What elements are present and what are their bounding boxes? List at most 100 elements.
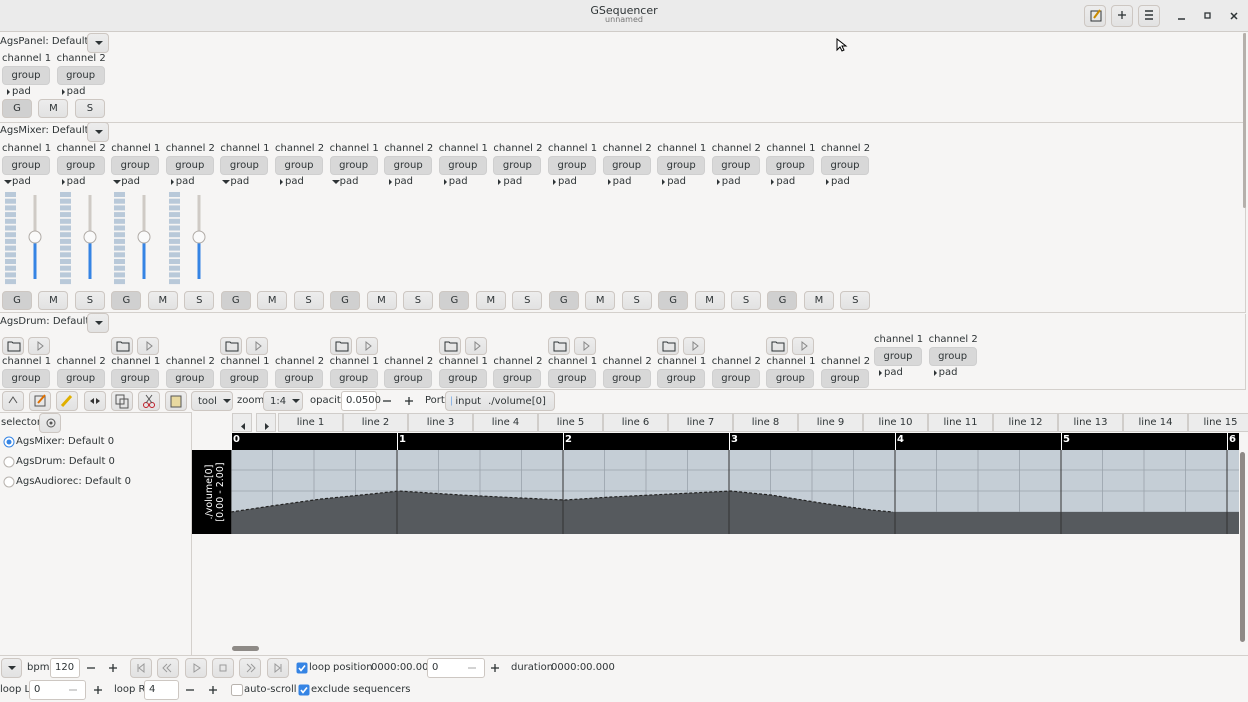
pad-label[interactable]: pad (121, 176, 141, 187)
maximize-button[interactable] (1198, 6, 1218, 26)
v-scrollbar[interactable] (1240, 452, 1245, 642)
transport-button[interactable] (130, 658, 152, 678)
h-scrollbar[interactable] (232, 646, 259, 651)
pad-expander[interactable] (931, 368, 939, 378)
gms-button[interactable]: M (475, 291, 506, 310)
gms-button[interactable]: M (38, 291, 69, 310)
group-button[interactable]: group (711, 369, 760, 388)
line-tab[interactable]: line 4 (473, 413, 538, 432)
line-tab[interactable]: line 8 (733, 413, 798, 432)
loop-check[interactable] (296, 662, 308, 674)
toolbar-button[interactable] (2, 391, 24, 411)
pad-label[interactable]: pad (12, 86, 31, 97)
toolbar-button[interactable] (138, 391, 160, 411)
scroll-right[interactable] (256, 413, 276, 432)
machine-name[interactable]: AgsAudiorec: Default 0 (16, 476, 131, 487)
group-button[interactable]: group (111, 156, 160, 175)
position-input[interactable]: 0 (427, 658, 485, 678)
volume-slider[interactable] (24, 189, 46, 287)
pad-label[interactable]: pad (175, 176, 195, 187)
gms-button[interactable]: G (330, 291, 361, 310)
line-tab[interactable]: line 12 (993, 413, 1058, 432)
gms-button[interactable]: G (658, 291, 689, 310)
bpm-increase[interactable] (103, 658, 123, 678)
pad-expander[interactable] (4, 177, 12, 187)
group-button[interactable]: group (2, 369, 50, 388)
group-button[interactable]: group (874, 347, 922, 366)
open-button[interactable] (548, 337, 570, 355)
line-tab[interactable]: line 3 (408, 413, 473, 432)
pad-label[interactable]: pad (721, 176, 741, 187)
open-button[interactable] (329, 337, 352, 355)
auto-scroll-label[interactable]: auto-scroll (244, 684, 297, 695)
transport-button[interactable] (157, 658, 180, 678)
pad-label[interactable]: pad (12, 176, 31, 187)
port-dropdown[interactable]: input ./volume[0] (445, 391, 555, 411)
selector-button[interactable] (39, 413, 61, 433)
machine-radio[interactable] (3, 436, 15, 448)
pad-expander[interactable] (59, 87, 67, 97)
pad-label[interactable]: pad (285, 176, 304, 187)
group-button[interactable]: group (384, 369, 433, 388)
toolbar-button[interactable] (110, 391, 133, 411)
pad-expander[interactable] (386, 177, 394, 187)
pad-expander[interactable] (113, 177, 122, 187)
play-button[interactable] (574, 337, 596, 355)
group-button[interactable]: group (111, 369, 160, 388)
loop-r-increase[interactable] (203, 680, 223, 700)
pad-expander[interactable] (441, 177, 449, 187)
group-button[interactable]: group (657, 369, 706, 388)
pad-label[interactable]: pad (938, 367, 958, 378)
group-button[interactable]: group (275, 156, 323, 175)
group-button[interactable]: group (766, 369, 815, 388)
gms-button[interactable]: G (2, 99, 32, 118)
loop-label[interactable]: loop (309, 662, 331, 673)
gms-button[interactable]: S (74, 99, 105, 118)
line-tab[interactable]: line 13 (1058, 413, 1123, 432)
toolbar-button[interactable] (83, 391, 106, 411)
group-button[interactable]: group (2, 66, 50, 85)
pad-expander[interactable] (659, 177, 667, 187)
group-button[interactable]: group (602, 369, 651, 388)
open-button[interactable] (220, 337, 243, 355)
loop-r-input[interactable]: 4 (144, 680, 179, 700)
open-button[interactable] (111, 337, 134, 355)
gms-button[interactable]: M (694, 291, 725, 310)
gms-button[interactable]: S (621, 291, 652, 310)
pad-expander[interactable] (550, 177, 558, 187)
group-button[interactable]: group (384, 156, 433, 175)
gms-button[interactable]: G (2, 291, 32, 310)
group-button[interactable]: group (548, 369, 596, 388)
machine-name[interactable]: AgsDrum: Default 0 (16, 456, 115, 467)
play-button[interactable] (683, 337, 706, 355)
edit-button[interactable] (1084, 5, 1106, 27)
play-button[interactable] (137, 337, 160, 355)
loop-r-decrease[interactable] (180, 680, 200, 700)
loop-l-decrease[interactable] (63, 680, 83, 700)
open-button[interactable] (766, 337, 789, 355)
gms-button[interactable]: S (74, 291, 105, 310)
line-tab[interactable]: line 11 (928, 413, 993, 432)
group-button[interactable]: group (711, 156, 760, 175)
play-button[interactable] (464, 337, 487, 355)
play-button[interactable] (28, 337, 50, 355)
group-button[interactable]: group (2, 156, 50, 175)
pad-expander[interactable] (876, 368, 884, 378)
pad-expander[interactable] (605, 177, 613, 187)
gms-button[interactable]: M (147, 291, 178, 310)
transport-button[interactable] (211, 658, 234, 678)
tool-dropdown[interactable]: tool (191, 391, 233, 411)
group-button[interactable]: group (928, 347, 977, 366)
gms-button[interactable]: G (548, 291, 579, 310)
pad-expander[interactable] (714, 177, 722, 187)
gms-button[interactable]: G (767, 291, 798, 310)
pad-label[interactable]: pad (394, 176, 414, 187)
group-button[interactable]: group (657, 156, 706, 175)
group-button[interactable]: group (766, 156, 815, 175)
line-tab[interactable]: line 15 (1188, 413, 1248, 432)
group-button[interactable]: group (56, 369, 105, 388)
play-button[interactable] (246, 337, 269, 355)
transport-button[interactable] (266, 658, 289, 678)
close-button[interactable] (1224, 6, 1244, 26)
toolbar-button[interactable] (56, 391, 79, 411)
